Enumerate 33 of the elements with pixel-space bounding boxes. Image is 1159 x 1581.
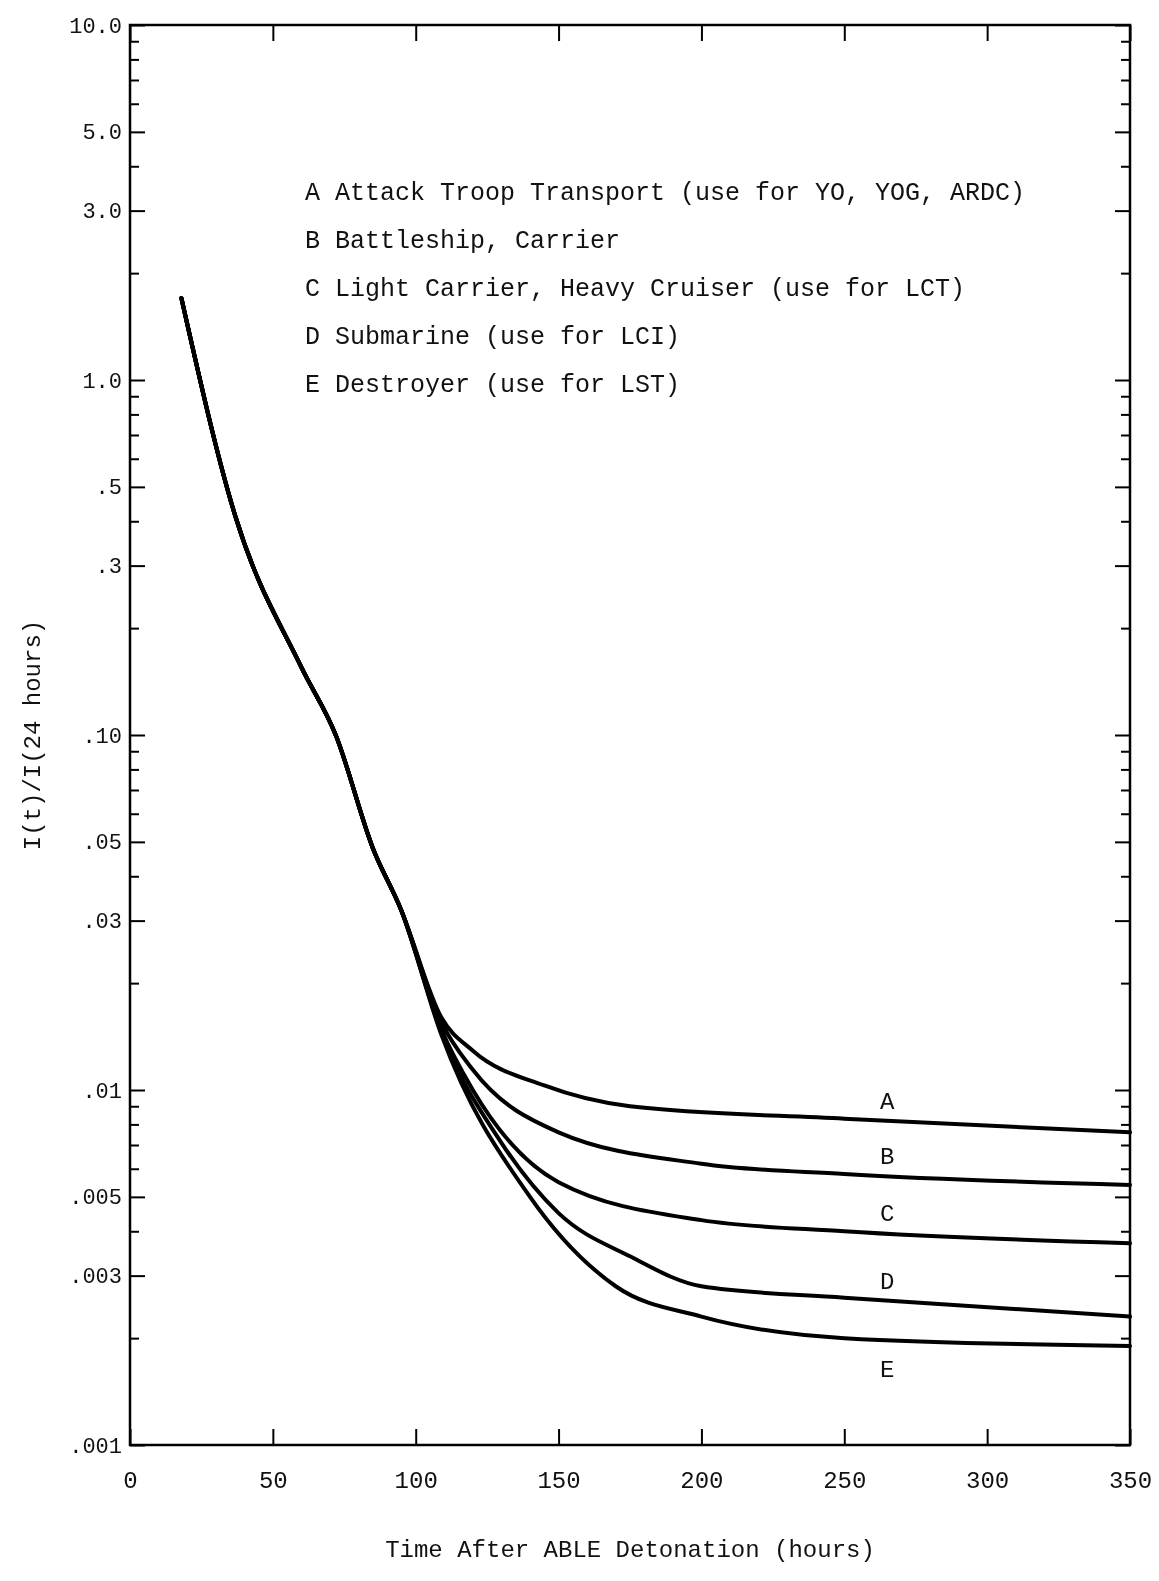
series-label: E: [879, 1357, 895, 1385]
y-tick-label: 1.0: [82, 369, 122, 395]
y-tick-label: .005: [69, 1186, 122, 1212]
y-tick-label: 10.0: [69, 14, 122, 40]
y-tick-label: 3.0: [82, 200, 122, 226]
x-tick-label: 300: [966, 1468, 1010, 1496]
x-tick-label: 50: [258, 1468, 288, 1496]
x-tick-label: 0: [123, 1468, 138, 1496]
y-tick-label: .03: [82, 910, 122, 936]
annotation: A Attack Troop Transport (use for YO, YOG, ARDC): [305, 179, 1026, 208]
x-tick-label: 150: [537, 1468, 581, 1496]
x-tick-label: 250: [823, 1468, 867, 1496]
y-tick-label: .5: [95, 476, 122, 502]
series-label: C: [879, 1201, 895, 1229]
y-tick-label: .10: [82, 724, 122, 750]
annotation: C Light Carrier, Heavy Cruiser (use for LCT): [305, 275, 966, 304]
y-tick-label: 5.0: [82, 121, 122, 147]
x-axis-title: Time After ABLE Detonation (hours): [385, 1537, 875, 1564]
series-label: A: [879, 1088, 895, 1116]
y-tick-label: .05: [82, 831, 122, 857]
y-tick-label: .001: [69, 1434, 122, 1460]
series-label: B: [879, 1143, 895, 1171]
x-tick-label: 100: [394, 1468, 438, 1496]
series-label: D: [879, 1268, 895, 1296]
annotation: B Battleship, Carrier: [305, 227, 621, 256]
annotation: D Submarine (use for LCI): [305, 323, 681, 352]
y-tick-label: .3: [95, 555, 122, 581]
x-tick-label: 350: [1108, 1468, 1153, 1496]
y-tick-label: .01: [82, 1079, 122, 1105]
y-axis-title: I(t)/I(24 hours): [20, 619, 47, 851]
y-tick-label: .003: [69, 1265, 122, 1291]
annotation: E Destroyer (use for LST): [305, 371, 681, 400]
x-tick-label: 200: [680, 1468, 724, 1496]
